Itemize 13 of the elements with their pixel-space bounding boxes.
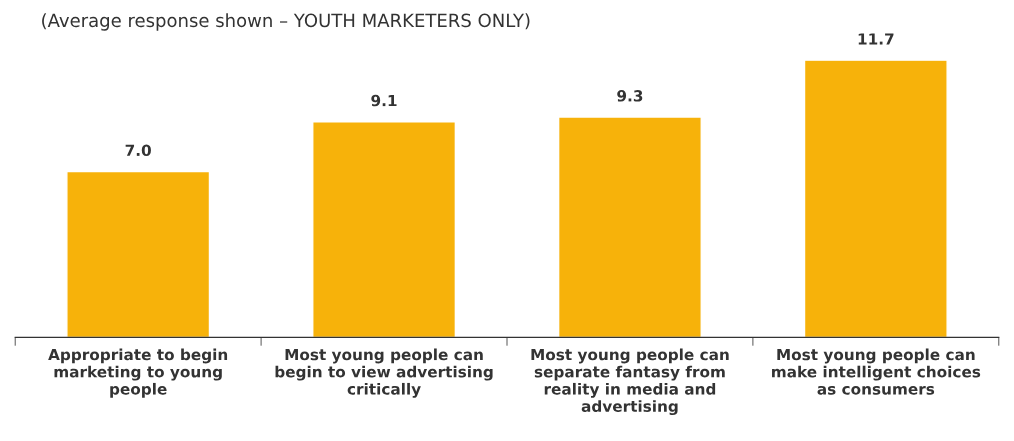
x-tick-label: Most young people can begin to view advertising critically: [275, 348, 493, 398]
data-label: 9.3: [617, 90, 643, 102]
x-tick-label: Most young people can separate fantasy from reality in media and advertising: [531, 348, 729, 416]
data-label: 11.7: [858, 33, 894, 45]
bar: [312, 121, 457, 338]
data-label: 7.0: [125, 144, 151, 157]
chart-subtitle: (Average response shown – YOUTH MARKETERS ONLY): [42, 13, 530, 31]
data-label: 9.1: [371, 94, 397, 107]
bar: [557, 116, 702, 338]
bar: [66, 170, 211, 338]
x-tick-label: Most young people can make intelligent choices as consumers: [772, 348, 981, 395]
bar: [803, 59, 948, 338]
x-tick-label: Appropriate to begin marketing to young people: [48, 348, 228, 398]
